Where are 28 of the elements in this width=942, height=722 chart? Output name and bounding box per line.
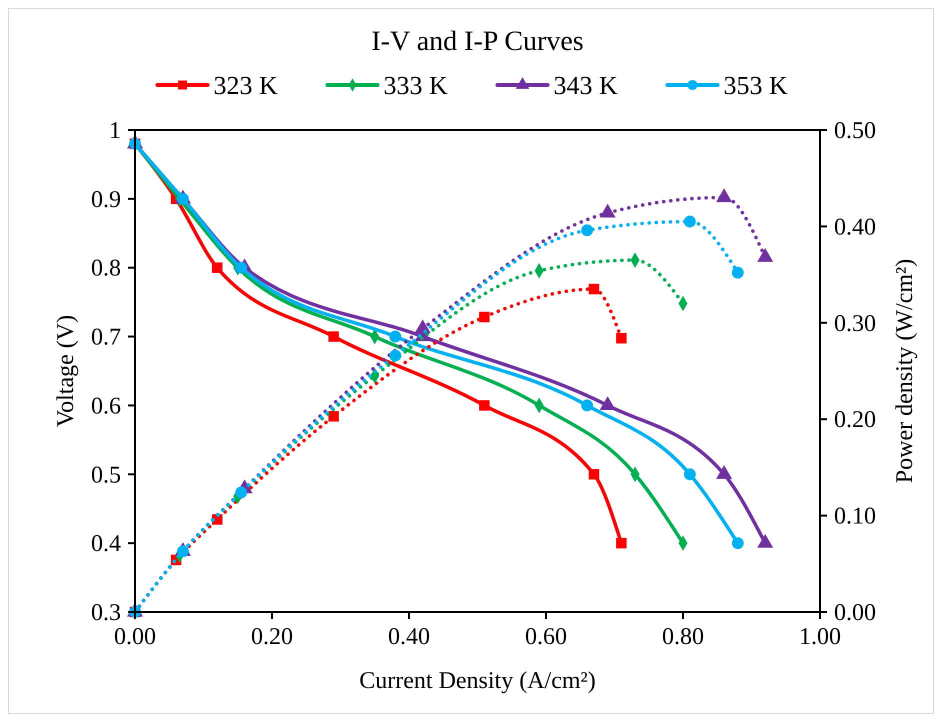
legend-label: 333 K <box>384 71 448 100</box>
x-axis-title: Current Density (A/cm²) <box>359 668 596 694</box>
y2-tick-label: 0.50 <box>834 118 876 144</box>
legend-label: 353 K <box>724 71 788 100</box>
y-tick-label: 0.6 <box>91 393 121 420</box>
y-tick-label: 1 <box>109 118 121 144</box>
x-tick-label: 0.00 <box>114 624 156 650</box>
y-tick-label: 0.7 <box>91 324 121 351</box>
y-axis-title: Voltage (V) <box>53 314 79 428</box>
y2-tick-label: 0.10 <box>834 504 876 530</box>
y2-tick-label: 0.00 <box>834 600 876 626</box>
x-tick-label: 0.40 <box>388 624 430 650</box>
y2-tick-label: 0.40 <box>834 214 876 240</box>
chart-title: I-V and I-P Curves <box>371 26 584 57</box>
x-tick-label: 1.00 <box>799 624 841 650</box>
y2-tick-label: 0.30 <box>834 310 876 337</box>
x-tick-label: 0.80 <box>662 624 704 650</box>
y-tick-label: 0.4 <box>91 531 121 558</box>
legend-label: 323 K <box>214 71 278 100</box>
y2-axis-title: Power density (W/cm²) <box>892 258 918 484</box>
legend-label: 343 K <box>554 71 618 100</box>
y-tick-label: 0.9 <box>91 186 121 213</box>
y-tick-label: 0.8 <box>91 256 121 282</box>
y2-tick-label: 0.20 <box>834 407 876 434</box>
x-tick-label: 0.20 <box>251 624 293 650</box>
y-tick-label: 0.3 <box>91 600 121 626</box>
x-tick-label: 0.60 <box>525 624 567 650</box>
y-tick-label: 0.5 <box>91 462 121 488</box>
